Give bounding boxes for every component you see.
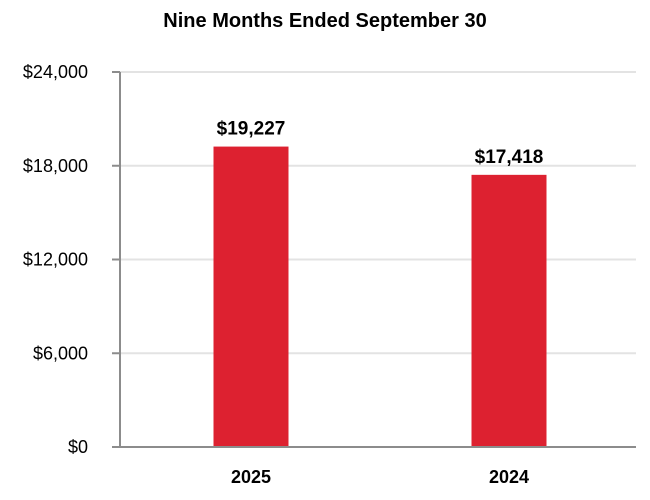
y-tick-label: $24,000 bbox=[23, 62, 88, 82]
y-tick-label: $0 bbox=[68, 437, 88, 457]
bar bbox=[471, 174, 547, 447]
y-tick-label: $6,000 bbox=[33, 343, 88, 363]
chart-title: Nine Months Ended September 30 bbox=[163, 10, 487, 32]
bar bbox=[213, 146, 289, 447]
data-label: $17,418 bbox=[475, 147, 544, 168]
y-tick-label: $12,000 bbox=[23, 250, 88, 270]
x-tick-label: 2025 bbox=[231, 467, 271, 487]
x-tick-label: 2024 bbox=[489, 467, 529, 487]
data-label: $19,227 bbox=[217, 119, 286, 140]
y-tick-label: $18,000 bbox=[23, 156, 88, 176]
